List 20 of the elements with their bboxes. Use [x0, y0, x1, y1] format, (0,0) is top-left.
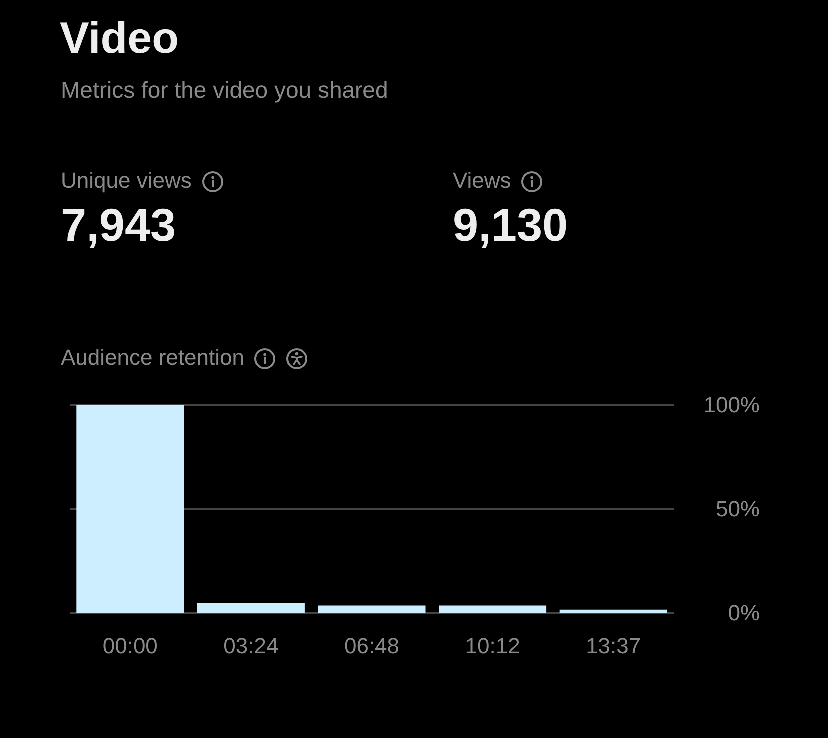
- x-tick-label: 06:48: [344, 634, 400, 658]
- x-tick-label: 10:12: [465, 634, 520, 658]
- text: 7,943: [61, 199, 176, 251]
- x-tick-label: 00:00: [102, 634, 158, 658]
- chart-title: Video: [60, 14, 180, 63]
- bar: [76, 405, 184, 613]
- y-tick-label: 50%: [716, 496, 760, 522]
- text: Audience retention: [61, 345, 244, 370]
- text: 9,130: [453, 199, 568, 251]
- chart-subtitle: Metrics for the video you shared: [61, 77, 388, 103]
- bar: [197, 603, 305, 613]
- y-tick-label: 100%: [704, 392, 760, 418]
- x-tick-label: 03:24: [224, 634, 279, 658]
- bar: [318, 606, 426, 613]
- text: Views: [453, 168, 512, 193]
- bar: [560, 610, 668, 613]
- bar: [439, 606, 547, 613]
- y-tick-label: 0%: [728, 600, 760, 626]
- text: Unique views: [61, 168, 192, 193]
- x-tick-label: 13:37: [586, 634, 642, 658]
